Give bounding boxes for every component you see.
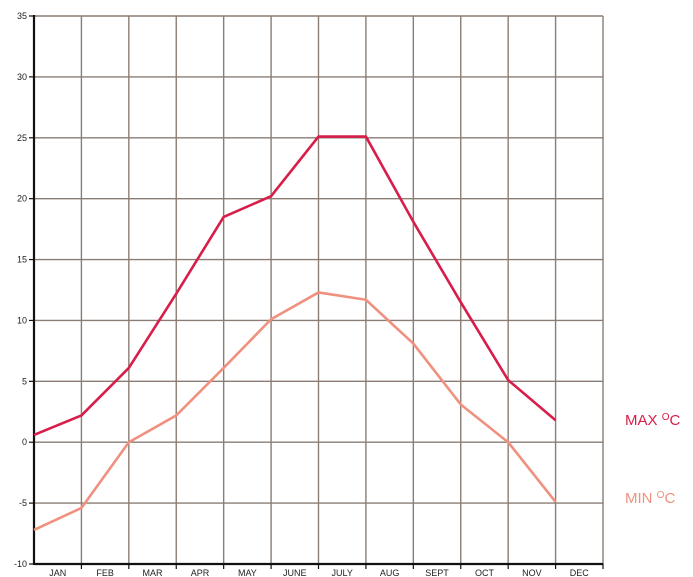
chart-legend: MAX OC MIN OC (625, 412, 680, 507)
x-tick-label: MAY (238, 568, 257, 577)
y-tick-label: 0 (22, 437, 27, 447)
x-tick-label: JUNE (283, 568, 307, 577)
y-tick-label: 30 (17, 72, 27, 82)
chart-axes (29, 15, 604, 569)
y-tick-label: 10 (17, 315, 27, 325)
y-tick-label: 35 (17, 11, 27, 21)
series-line-min (33, 291, 557, 532)
x-tick-label: JULY (332, 568, 353, 577)
y-tick-label: 25 (17, 133, 27, 143)
y-tick-label: 20 (17, 194, 27, 204)
x-tick-label: OCT (475, 568, 495, 577)
chart-series (33, 135, 557, 532)
x-tick-label: FEB (96, 568, 114, 577)
x-tick-label: AUG (380, 568, 400, 577)
x-tick-label: MAR (143, 568, 164, 577)
x-tick-label: JAN (49, 568, 66, 577)
x-tick-label: DEC (570, 568, 590, 577)
x-tick-label: APR (191, 568, 210, 577)
chart-grid (34, 15, 604, 565)
x-tick-label: NOV (522, 568, 542, 577)
y-tick-label: 15 (17, 255, 27, 265)
y-tick-label: -5 (19, 498, 27, 508)
legend-entry-min: MIN OC (625, 490, 675, 507)
y-tick-label: -10 (14, 559, 27, 569)
series-line-max (33, 135, 557, 437)
y-tick-label: 5 (22, 376, 27, 386)
chart-tick-labels: 35 30 25 20 15 10 5 0 -5 -10 JAN FEB MAR APR MAY JUNE JU… (14, 11, 589, 577)
x-tick-label: SEPT (425, 568, 449, 577)
legend-entry-max: MAX OC (625, 412, 680, 429)
